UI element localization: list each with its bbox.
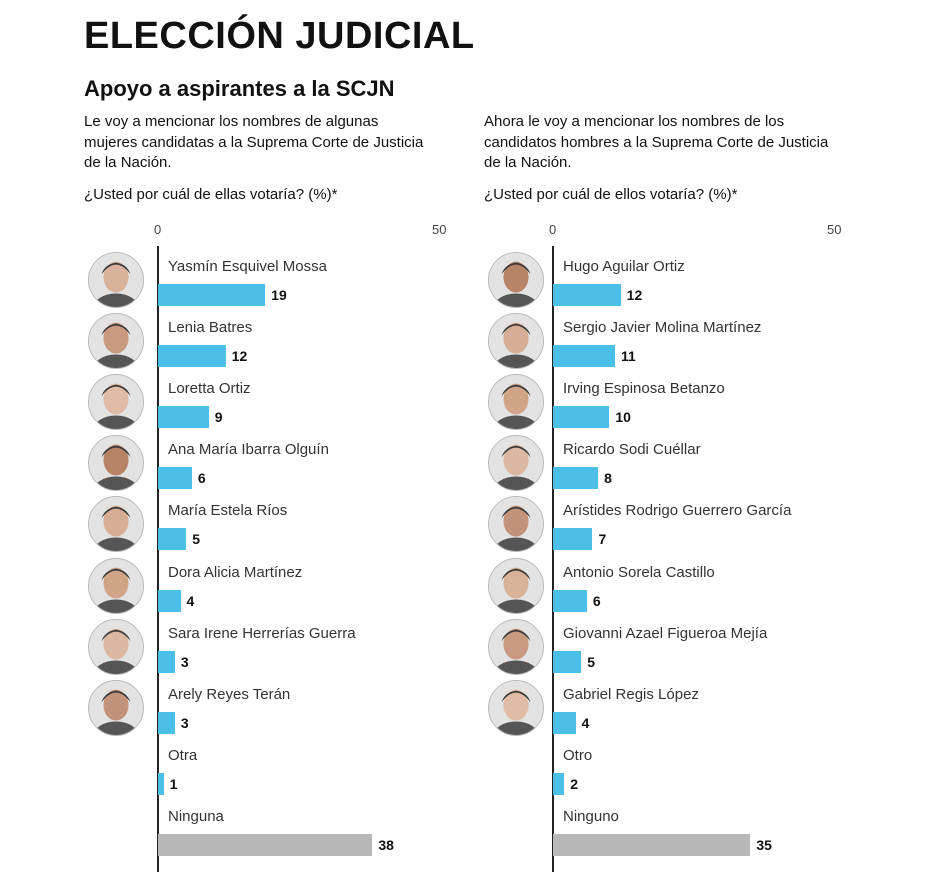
men-candidate-name: Arístides Rodrigo Guerrero García — [563, 502, 792, 520]
women-candidate-photo — [88, 557, 144, 614]
women-candidate-name: Dora Alicia Martínez — [168, 563, 303, 581]
men-bar-value-label: 5 — [587, 653, 595, 670]
women-candidate-photo — [88, 252, 144, 308]
men-description: Ahora le voy a mencionar los nombres de … — [484, 113, 829, 171]
women-candidate-photo — [88, 618, 144, 675]
men-candidate-name: Otro — [563, 746, 593, 764]
men-bar — [553, 528, 593, 551]
men-candidate-name: Antonio Sorela Castillo — [563, 563, 715, 581]
women-candidate-name: Yasmín Esquivel Mossa — [168, 258, 327, 275]
men-tick-label-0: 0 — [549, 222, 557, 237]
women-description: Le voy a mencionar los nombres de alguna… — [84, 113, 424, 171]
men-axis-line — [552, 246, 554, 872]
women-bar — [158, 284, 266, 306]
men-candidate-photo — [488, 618, 544, 675]
women-bar — [158, 589, 181, 612]
women-bar-value-label: 4 — [186, 592, 195, 609]
men-bar-value-label: 4 — [581, 714, 590, 731]
men-bar-value-label: 7 — [598, 531, 607, 548]
women-tick-label-0: 0 — [154, 222, 162, 237]
women-bar-value-label: 12 — [231, 348, 248, 365]
women-bar — [158, 528, 187, 551]
men-bar — [553, 772, 565, 795]
men-bar — [553, 345, 616, 368]
women-candidate-name: Ana María Ibarra Olguín — [168, 441, 329, 459]
men-candidate-name: Gabriel Regis López — [563, 685, 699, 703]
men-candidate-name: Hugo Aguilar Ortiz — [563, 258, 685, 275]
men-bar-value-label: 35 — [756, 836, 772, 853]
women-tick-label-50: 50 — [432, 222, 447, 237]
men-candidate-photo — [488, 252, 544, 308]
men-candidate-name: Ricardo Sodi Cuéllar — [563, 441, 701, 459]
women-bar-value-label: 6 — [197, 470, 206, 487]
women-bar-value-label: 3 — [180, 714, 189, 731]
men-tick-label-50: 50 — [827, 222, 842, 237]
women-candidate-photo — [88, 374, 144, 431]
women-bar-value-label: 3 — [180, 653, 189, 670]
men-bar — [553, 833, 751, 856]
women-bar-value-label: 1 — [169, 775, 178, 792]
women-bar — [158, 650, 175, 673]
women-candidate-photo — [88, 496, 144, 553]
men-bar-value-label: 6 — [592, 592, 601, 609]
women-bar — [158, 772, 164, 795]
women-candidate-name: Lenia Batres — [168, 319, 253, 337]
women-bar — [158, 406, 209, 429]
men-bar-value-label: 10 — [615, 409, 631, 426]
women-bar-value-label: 9 — [214, 409, 223, 426]
men-bar-value-label: 2 — [570, 775, 579, 792]
women-bar — [158, 833, 373, 856]
men-bar — [553, 467, 599, 490]
women-candidate-photo — [88, 679, 144, 736]
men-question: ¿Usted por cuál de ellos votaría? (%)* — [484, 186, 738, 203]
men-bar-value-label: 11 — [621, 348, 636, 365]
women-candidate-photo — [88, 435, 144, 492]
women-candidate-name: Otra — [168, 746, 198, 764]
men-candidate-name: Ninguno — [563, 807, 619, 825]
page-title: ELECCIÓN JUDICIAL — [84, 15, 475, 57]
women-candidate-name: Arely Reyes Terán — [168, 685, 291, 703]
women-axis-line — [157, 246, 159, 872]
men-bar — [553, 406, 610, 429]
men-candidate-photo — [488, 679, 544, 736]
men-bar-value-label: 12 — [626, 287, 643, 303]
women-bar-value-label: 38 — [378, 836, 394, 853]
men-bar — [553, 711, 576, 734]
men-candidate-photo — [488, 374, 544, 431]
women-bar — [158, 711, 175, 734]
women-bar — [158, 345, 226, 368]
men-candidate-name: Irving Espinosa Betanzo — [563, 380, 725, 398]
women-candidate-photo — [88, 313, 144, 370]
women-bar — [158, 467, 192, 490]
women-candidate-name: Loretta Ortiz — [168, 380, 251, 398]
page-subtitle: Apoyo a aspirantes a la SCJN — [84, 76, 395, 101]
men-bar — [553, 589, 587, 612]
women-bar-value-label: 19 — [271, 287, 287, 303]
men-candidate-photo — [488, 496, 544, 553]
women-candidate-name: Sara Irene Herrerías Guerra — [168, 624, 356, 642]
men-candidate-name: Sergio Javier Molina Martínez — [563, 319, 762, 337]
women-question: ¿Usted por cuál de ellas votaría? (%)* — [84, 186, 338, 203]
men-candidate-photo — [488, 435, 544, 492]
men-bar-value-label: 8 — [604, 470, 612, 487]
men-bar — [553, 284, 621, 306]
men-candidate-name: Giovanni Azael Figueroa Mejía — [563, 624, 768, 642]
men-bar — [553, 650, 582, 673]
women-candidate-name: María Estela Ríos — [168, 502, 288, 520]
men-candidate-photo — [488, 313, 544, 370]
men-candidate-photo — [488, 557, 544, 614]
women-bar-value-label: 5 — [192, 531, 200, 548]
women-candidate-name: Ninguna — [168, 807, 224, 825]
